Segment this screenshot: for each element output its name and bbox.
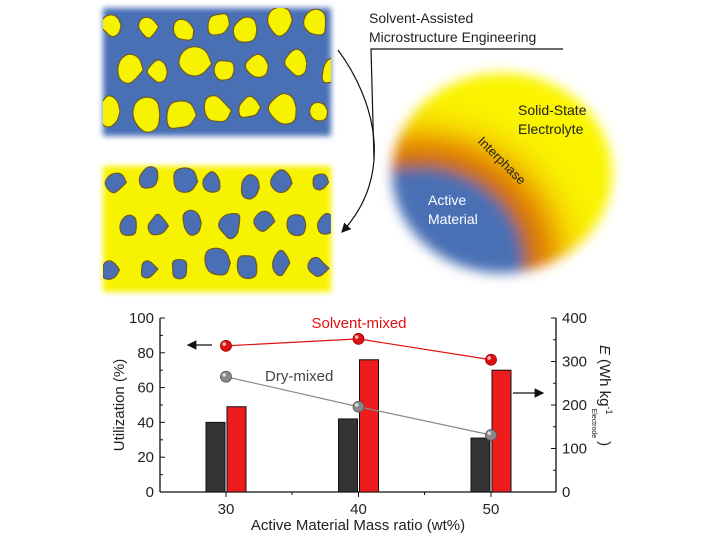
y2-label-sub: Electrode [590, 409, 597, 439]
particle [238, 95, 262, 119]
y2-label-sup: -1 [604, 407, 614, 415]
x-tick-label: 50 [483, 501, 500, 518]
y-tick-label: 0 [146, 484, 154, 501]
particle [178, 46, 213, 77]
particle [182, 209, 202, 236]
y-tick-label: 20 [137, 449, 154, 466]
y2-tick-label: 0 [562, 484, 570, 501]
y2-tick-label: 200 [562, 397, 587, 414]
bar-solvent-mixed [226, 406, 247, 493]
sse-label-line2: Electrolyte [518, 121, 584, 137]
particle [117, 53, 144, 84]
particle [244, 53, 269, 78]
solvent-mixed-microstructure [103, 166, 331, 292]
am-label-line1: Active [428, 192, 466, 208]
process-label-line1: Solvent-Assisted [369, 10, 473, 26]
x-tick-label: 40 [350, 501, 367, 518]
y-tick-label: 40 [137, 414, 154, 431]
particle [270, 169, 293, 194]
bar-dry-mixed [205, 421, 226, 493]
particle [267, 92, 297, 125]
particle [232, 16, 258, 43]
sse-label-line1: Solid-State [518, 102, 587, 118]
x-tick-label: 30 [218, 501, 235, 518]
particle [307, 256, 330, 278]
bar-solvent-mixed [359, 359, 379, 493]
y2-tick-label: 400 [562, 310, 587, 327]
particle [173, 167, 199, 193]
particle [312, 173, 330, 191]
particle [137, 16, 160, 39]
particle [203, 95, 233, 123]
point-solvent-mixed [485, 353, 497, 366]
y2-label-close: ) [596, 441, 613, 446]
particle [171, 258, 188, 280]
point-highlight [222, 373, 226, 377]
label-leader-line [370, 48, 563, 161]
legend-dry-mixed: Dry-mixed [265, 368, 333, 385]
y2-label-main: E [596, 345, 613, 356]
particle [207, 13, 231, 36]
y2-axis-label: E (Wh kg-1 Electrode) [590, 345, 614, 446]
particle [147, 213, 170, 236]
particle [213, 60, 235, 81]
dry-mixed-microstructure [103, 8, 331, 136]
point-solvent-mixed [352, 332, 365, 345]
particle [321, 57, 331, 84]
particle [103, 14, 122, 38]
particle [132, 96, 161, 133]
particle [103, 95, 121, 128]
particle [138, 166, 159, 189]
particle [202, 171, 221, 193]
y-tick-label: 100 [129, 310, 154, 327]
particle [317, 212, 331, 235]
particle [253, 210, 276, 232]
particle [267, 8, 293, 37]
particle [236, 255, 258, 280]
y-axis-label: Utilization (%) [111, 359, 128, 452]
y-tick-label: 60 [137, 380, 154, 397]
process-label-line2: Microstructure Engineering [369, 29, 536, 45]
particle [272, 249, 291, 277]
point-highlight [487, 356, 492, 360]
particle [286, 214, 307, 237]
y2-label-unit: (Wh kg [596, 359, 613, 407]
y2-tick-label: 100 [562, 441, 587, 458]
particle [166, 100, 198, 130]
particle [308, 101, 329, 122]
point-dry-mixed [220, 370, 232, 383]
x-axis-label: Active Material Mass ratio (wt%) [251, 517, 465, 534]
y-tick-label: 80 [137, 345, 154, 362]
particle [103, 260, 121, 280]
particle [283, 48, 308, 77]
point-solvent-mixed [220, 339, 232, 352]
particle [119, 214, 137, 236]
legend-solvent-mixed: Solvent-mixed [311, 315, 406, 332]
bar-dry-mixed [338, 418, 358, 493]
chart: 0 20 40 60 80 100 0 100 200 300 400 30 40 50 Active M… [111, 310, 614, 534]
bar-dry-mixed [470, 437, 491, 493]
process-arrow [337, 49, 375, 233]
y2-tick-label: 300 [562, 354, 587, 371]
point-highlight [222, 342, 226, 346]
point-highlight [354, 335, 359, 339]
particle [204, 247, 231, 276]
particle [104, 172, 128, 194]
point-dry-mixed [352, 400, 365, 413]
particle [302, 8, 327, 36]
point-highlight [354, 403, 359, 407]
particle [240, 174, 260, 200]
particle-cross-section [392, 73, 612, 273]
particle [172, 18, 195, 41]
particle [140, 260, 159, 279]
particle [218, 212, 241, 240]
point-dry-mixed [485, 429, 497, 441]
particle [146, 59, 168, 84]
point-highlight [487, 431, 492, 436]
am-label-line2: Material [428, 211, 478, 227]
